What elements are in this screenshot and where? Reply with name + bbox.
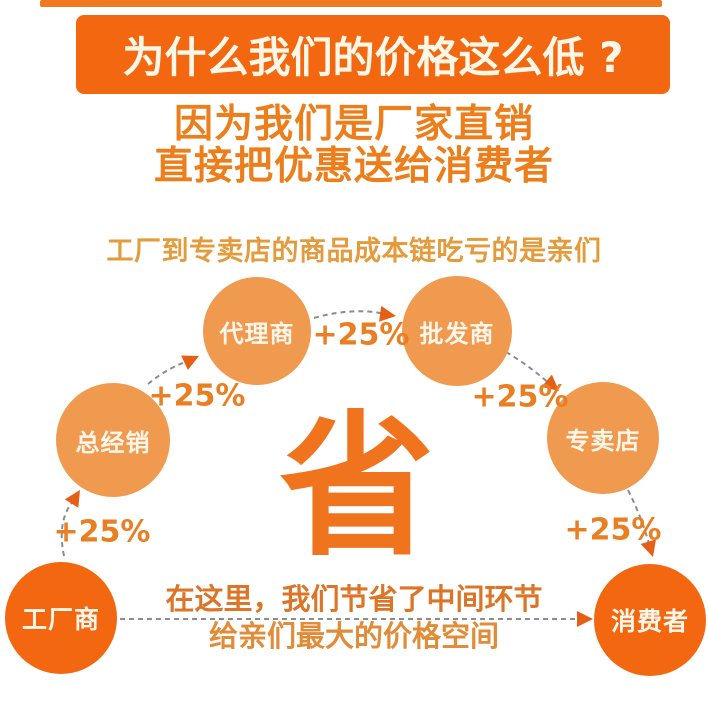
node-distributor-label: 总经销	[75, 428, 151, 457]
footer-line-2: 给亲们最大的价格空间	[208, 619, 499, 653]
footer-note: 在这里，我们节省了中间环节 给亲们最大的价格空间	[0, 581, 708, 655]
markup-distributor-agent: +25%	[148, 378, 246, 414]
markup-factory-distributor: +25%	[53, 514, 151, 550]
node-wholesaler-label: 批发商	[419, 319, 495, 348]
node-wholesaler: 批发商	[402, 276, 512, 386]
page-title: 为什么我们的价格这么低 ?	[122, 33, 624, 82]
markup-agent-wholesaler: +25%	[312, 317, 410, 353]
top-strip-decoration	[40, 0, 662, 7]
title-banner: 为什么我们的价格这么低 ?	[76, 15, 670, 94]
subtitle-line-1: 因为我们是厂家直销	[173, 102, 534, 147]
node-factory: 工厂商	[5, 562, 117, 674]
footer-line-1: 在这里，我们节省了中间环节	[165, 582, 543, 616]
node-distributor: 总经销	[56, 383, 170, 497]
node-factory-label: 工厂商	[21, 605, 100, 634]
node-store-label: 专卖店	[565, 426, 641, 455]
node-agent-label: 代理商	[219, 319, 295, 348]
node-consumer: 消费者	[594, 564, 706, 676]
subtitle-block: 因为我们是厂家直销 直接把优惠送给消费者	[0, 104, 708, 188]
save-character: 省	[279, 396, 435, 578]
markup-wholesaler-store: +25%	[471, 379, 569, 415]
tagline-text: 工厂到专卖店的商品成本链吃亏的是亲们	[106, 236, 602, 267]
node-consumer-label: 消费者	[610, 607, 689, 636]
subtitle-line-2: 直接把优惠送给消费者	[153, 144, 554, 189]
node-store: 专卖店	[547, 382, 659, 494]
markup-store-consumer: +25%	[564, 512, 662, 548]
node-agent: 代理商	[203, 277, 311, 385]
